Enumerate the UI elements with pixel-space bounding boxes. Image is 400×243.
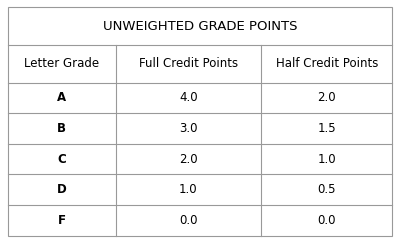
Text: A: A (57, 91, 66, 104)
Text: C: C (57, 153, 66, 166)
Text: 0.0: 0.0 (179, 214, 198, 227)
Text: B: B (57, 122, 66, 135)
Text: Full Credit Points: Full Credit Points (139, 57, 238, 70)
Text: 1.0: 1.0 (179, 183, 198, 196)
Text: 0.5: 0.5 (318, 183, 336, 196)
Text: 2.0: 2.0 (318, 91, 336, 104)
Text: 0.0: 0.0 (318, 214, 336, 227)
Text: 1.5: 1.5 (318, 122, 336, 135)
Text: UNWEIGHTED GRADE POINTS: UNWEIGHTED GRADE POINTS (103, 20, 297, 33)
Text: 2.0: 2.0 (179, 153, 198, 166)
Text: D: D (57, 183, 67, 196)
Text: 4.0: 4.0 (179, 91, 198, 104)
Text: Letter Grade: Letter Grade (24, 57, 99, 70)
Text: 1.0: 1.0 (318, 153, 336, 166)
Text: 3.0: 3.0 (179, 122, 198, 135)
Text: Half Credit Points: Half Credit Points (276, 57, 378, 70)
Text: F: F (58, 214, 66, 227)
